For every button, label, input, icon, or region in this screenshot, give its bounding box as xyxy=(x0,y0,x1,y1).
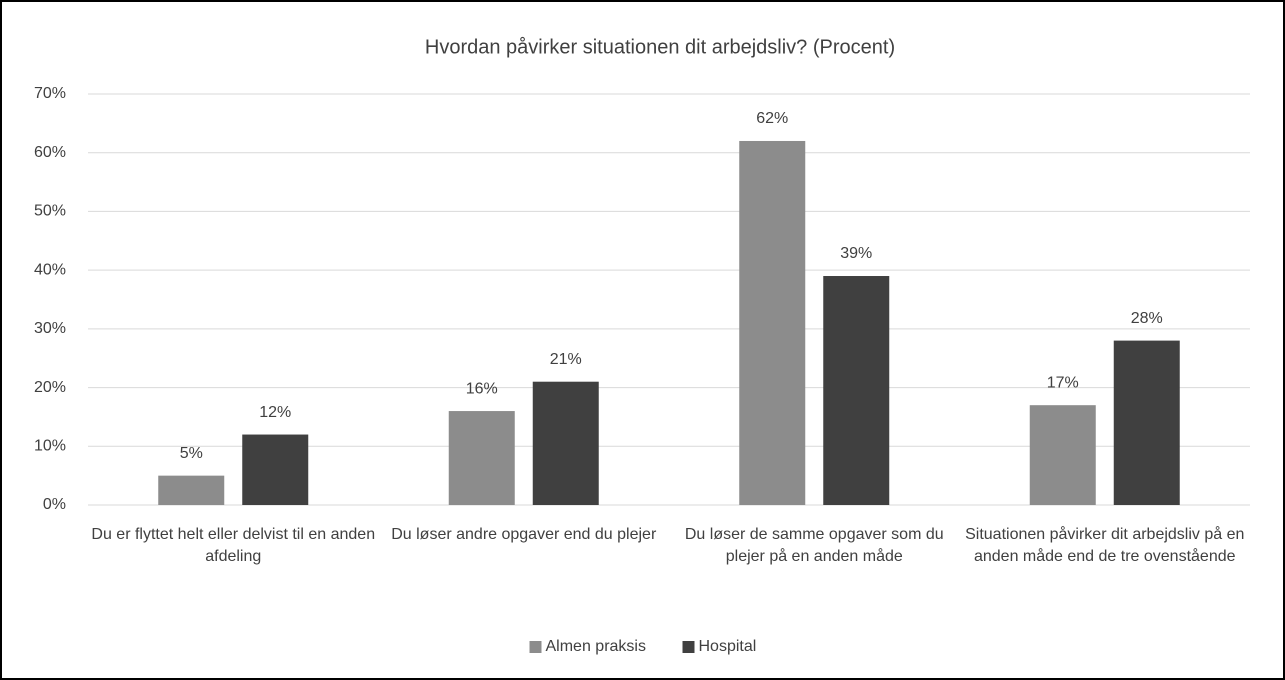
bar xyxy=(823,276,890,505)
data-label: 28% xyxy=(1131,310,1163,327)
y-tick-label: 60% xyxy=(34,144,66,161)
bar xyxy=(158,475,225,505)
data-label: 62% xyxy=(756,110,788,127)
bar xyxy=(532,381,599,505)
bar xyxy=(242,434,309,505)
data-label: 17% xyxy=(1047,374,1079,391)
bar xyxy=(739,140,806,505)
data-label: 5% xyxy=(180,445,203,462)
data-label: 21% xyxy=(550,351,582,368)
legend-swatch xyxy=(529,641,542,653)
data-label: 16% xyxy=(466,380,498,397)
y-tick-label: 10% xyxy=(34,438,66,455)
legend-swatch xyxy=(682,641,695,653)
y-tick-label: 70% xyxy=(34,85,66,102)
chart-title: Hvordan påvirker situationen dit arbejds… xyxy=(425,36,895,58)
y-tick-label: 20% xyxy=(34,379,66,396)
x-tick-label: Du er flyttet helt eller delvist til en … xyxy=(91,526,376,565)
x-tick-label: Du løser de samme opgaver som du plejer … xyxy=(684,526,944,565)
legend-label: Almen praksis xyxy=(546,638,646,655)
y-tick-label: 0% xyxy=(43,496,66,513)
legend-label: Hospital xyxy=(699,638,757,655)
bar xyxy=(448,411,515,505)
x-tick-label: Situationen påvirker dit arbejdsliv på e… xyxy=(965,526,1245,565)
data-label: 39% xyxy=(840,245,872,262)
bar xyxy=(1029,405,1096,505)
bar xyxy=(1113,340,1180,505)
y-tick-label: 30% xyxy=(34,320,66,337)
y-tick-label: 40% xyxy=(34,261,66,278)
y-tick-label: 50% xyxy=(34,203,66,220)
data-label: 12% xyxy=(259,404,291,421)
x-tick-label: Du løser andre opgaver end du plejer xyxy=(391,526,657,543)
